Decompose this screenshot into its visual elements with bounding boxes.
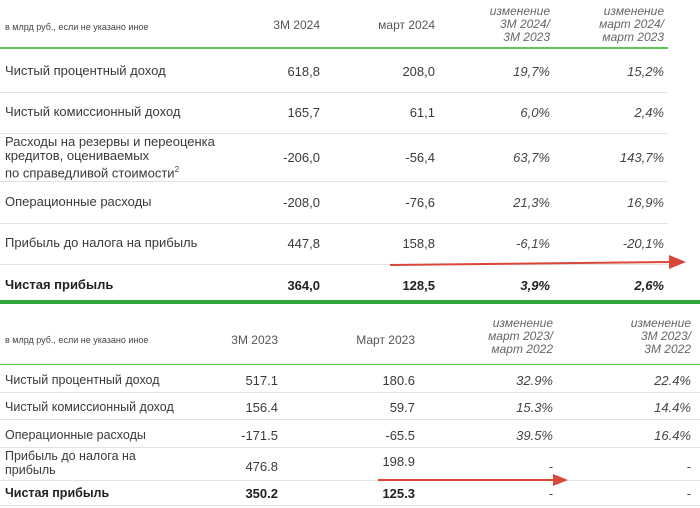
value-month: 125.3 xyxy=(382,486,415,501)
change-3m: 63,7% xyxy=(513,150,550,165)
row-label: Прибыль до налога на прибыль xyxy=(5,235,198,250)
row-divider xyxy=(0,505,700,506)
row-label: Чистый процентный доход xyxy=(5,63,166,78)
row-label: Чистый комиссионный доход xyxy=(5,104,181,119)
value-3m: 156.4 xyxy=(245,400,278,415)
unit-note: в млрд руб., если не указано иное xyxy=(5,22,149,32)
row-label: Операционные расходы xyxy=(5,194,152,209)
row-label: Расходы на резервы и переоценка кредитов… xyxy=(5,134,215,181)
change-month: -20,1% xyxy=(622,236,664,251)
col-header-3m: 3M 2023 xyxy=(231,333,278,347)
value-month: -56,4 xyxy=(405,150,435,165)
change-3m: - xyxy=(686,459,691,474)
change-3m: 22.4% xyxy=(654,373,691,388)
change-3m: - xyxy=(686,486,691,501)
section-separator xyxy=(0,300,700,304)
row-label: Чистая прибыль xyxy=(5,277,114,292)
col-header-month: март 2024 xyxy=(378,18,435,32)
change-3m: 16.4% xyxy=(654,428,691,443)
change-month: 39.5% xyxy=(516,428,553,443)
value-3m: 618,8 xyxy=(287,64,320,79)
value-month: 198.9 xyxy=(382,454,415,469)
value-3m: 447,8 xyxy=(287,236,320,251)
value-month: 180.6 xyxy=(382,373,415,388)
arrow-icon xyxy=(378,474,568,486)
col-header-3m: 3M 2024 xyxy=(273,18,320,32)
value-month: 59.7 xyxy=(389,400,415,415)
value-month: 208,0 xyxy=(402,64,435,79)
change-month: 16,9% xyxy=(627,195,664,210)
value-month: 61,1 xyxy=(409,105,435,120)
value-3m: 476.8 xyxy=(245,459,278,474)
row-divider xyxy=(0,223,668,224)
arrow-icon xyxy=(389,255,686,269)
value-month: -76,6 xyxy=(405,195,435,210)
row-label: Чистая прибыль xyxy=(5,486,110,500)
change-month: - xyxy=(548,486,553,501)
change-3m: 19,7% xyxy=(513,64,550,79)
value-3m: -206,0 xyxy=(283,150,320,165)
col-header-change-3m: изменение 3M 2024/ 3M 2023 xyxy=(489,4,550,44)
row-divider xyxy=(0,264,668,265)
value-3m: 517.1 xyxy=(245,373,278,388)
header-underline xyxy=(0,47,668,49)
value-3m: -171.5 xyxy=(241,428,278,443)
change-month: 2,4% xyxy=(634,105,664,120)
unit-note: в млрд руб., если не указано иное xyxy=(5,335,149,345)
header-underline xyxy=(0,364,700,365)
value-3m: 165,7 xyxy=(287,105,320,120)
col-header-month: Март 2023 xyxy=(356,333,415,347)
change-3m: 21,3% xyxy=(513,195,550,210)
value-month: 158,8 xyxy=(402,236,435,251)
value-3m: -208,0 xyxy=(283,195,320,210)
change-month: 2,6% xyxy=(634,278,664,293)
change-3m: 6,0% xyxy=(520,105,550,120)
row-divider xyxy=(0,392,700,393)
row-label: Прибыль до налога на прибыль xyxy=(5,449,136,477)
row-divider xyxy=(0,92,668,93)
row-divider xyxy=(0,133,668,134)
row-divider xyxy=(0,419,700,420)
change-month: 15,2% xyxy=(627,64,664,79)
value-3m: 350.2 xyxy=(245,486,278,501)
change-month: 32.9% xyxy=(516,373,553,388)
value-3m: 364,0 xyxy=(287,278,320,293)
change-month: 143,7% xyxy=(619,150,664,165)
row-divider xyxy=(0,447,700,448)
col-header-change-3m: изменение 3M 2023/ 3M 2022 xyxy=(630,316,691,356)
row-label: Операционные расходы xyxy=(5,428,146,442)
change-3m: -6,1% xyxy=(516,236,550,251)
row-label: Чистый комиссионный доход xyxy=(5,400,174,414)
change-3m: 3,9% xyxy=(520,278,550,293)
row-label: Чистый процентный доход xyxy=(5,373,160,387)
col-header-change-month: изменение март 2023/ март 2022 xyxy=(488,316,553,356)
value-month: -65.5 xyxy=(385,428,415,443)
row-divider xyxy=(0,480,700,481)
value-month: 128,5 xyxy=(402,278,435,293)
change-3m: 14.4% xyxy=(654,400,691,415)
row-divider xyxy=(0,181,668,182)
change-month: - xyxy=(548,459,553,474)
col-header-change-month: изменение март 2024/ март 2023 xyxy=(599,4,664,44)
change-month: 15.3% xyxy=(516,400,553,415)
